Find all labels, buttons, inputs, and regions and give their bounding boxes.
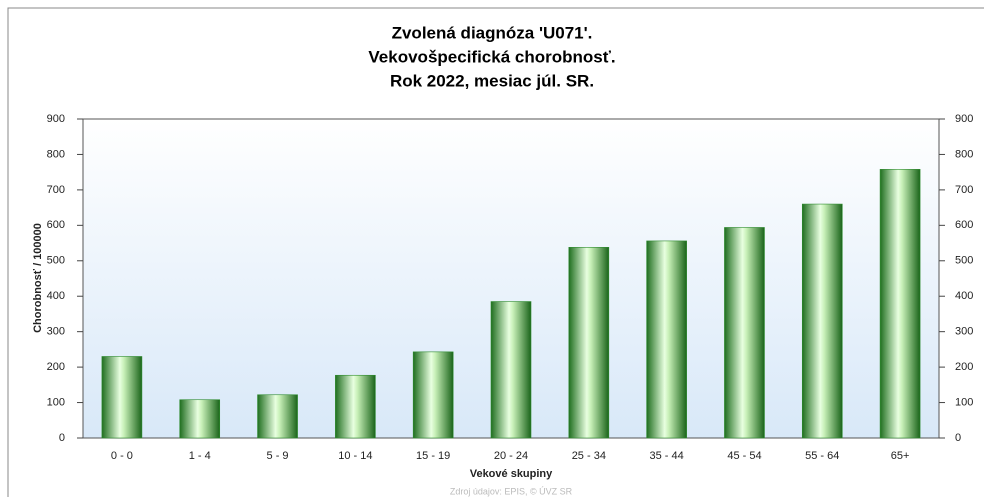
y-tick-label: 800 <box>47 148 65 160</box>
bar <box>412 351 454 439</box>
y2-tick-label: 600 <box>955 219 973 231</box>
bar <box>490 301 532 439</box>
y2-tick-label: 800 <box>955 148 973 160</box>
x-tick-label: 15 - 19 <box>416 450 450 462</box>
chart-title: Zvolená diagnóza 'U071'. <box>392 23 593 42</box>
y-tick-label: 400 <box>47 290 65 302</box>
y-tick-label: 0 <box>59 432 65 444</box>
y-tick-label: 200 <box>47 361 65 373</box>
chart-title: Rok 2022, mesiac júl. SR. <box>390 71 594 90</box>
x-tick-label: 20 - 24 <box>494 450 528 462</box>
bar <box>801 203 843 439</box>
bar <box>724 227 765 439</box>
bar <box>335 374 376 439</box>
source: Zdroj údajov: EPIS, © ÚVZ SR <box>450 486 573 496</box>
y2-tick-label: 0 <box>955 432 961 444</box>
y2-tick-label: 400 <box>955 290 973 302</box>
y2-tick-label: 200 <box>955 361 973 373</box>
y-axis-label: Chorobnosť / 100000 <box>32 223 44 333</box>
y2-tick-label: 100 <box>955 396 973 408</box>
bar <box>179 399 221 439</box>
bar <box>257 394 298 439</box>
x-axis-label: Vekové skupiny <box>470 468 553 480</box>
x-tick-label: 1 - 4 <box>189 450 211 462</box>
y-tick-label: 500 <box>47 255 65 267</box>
x-tick-label: 35 - 44 <box>650 450 684 462</box>
x-tick-label: 65+ <box>891 450 910 462</box>
chart-title: Vekovošpecifická chorobnosť. <box>368 47 615 66</box>
y-tick-label: 300 <box>47 326 65 338</box>
x-tick-label: 45 - 54 <box>727 450 761 462</box>
y2-tick-label: 500 <box>955 255 973 267</box>
x-tick-label: 5 - 9 <box>267 450 289 462</box>
x-tick-label: 0 - 0 <box>111 450 133 462</box>
x-tick-label: 10 - 14 <box>338 450 372 462</box>
bar <box>879 169 921 439</box>
y-tick-label: 600 <box>47 219 65 231</box>
y-tick-label: 100 <box>47 396 65 408</box>
bar <box>568 247 610 439</box>
y-tick-label: 900 <box>47 113 65 125</box>
y-tick-label: 700 <box>47 184 65 196</box>
y2-tick-label: 300 <box>955 326 973 338</box>
bar <box>646 240 687 439</box>
x-tick-label: 55 - 64 <box>805 450 839 462</box>
bar <box>101 356 143 439</box>
x-tick-label: 25 - 34 <box>572 450 606 462</box>
y2-tick-label: 900 <box>955 113 973 125</box>
y2-tick-label: 700 <box>955 184 973 196</box>
